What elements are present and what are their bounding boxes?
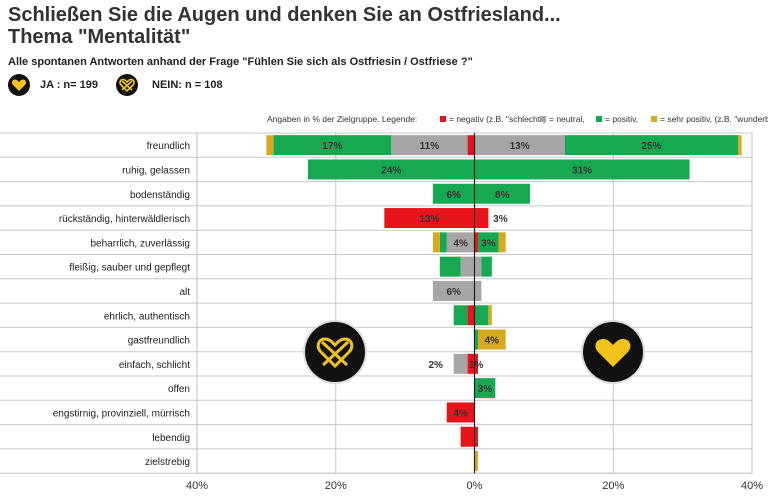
legend-label-sehr_positiv: = sehr positiv, (z.B. "wunderbar"): [660, 114, 768, 124]
bar-left-positiv: [273, 135, 392, 156]
bar-right-neutral: [474, 280, 482, 301]
bar-left-positiv: [439, 232, 447, 253]
category-label: zielstrebig: [145, 457, 190, 468]
legend-label-neutral: = neutral,: [549, 114, 585, 124]
crossed-heart-emblem-icon: [305, 322, 365, 382]
data-label: 13%: [510, 141, 530, 152]
data-label: 8%: [495, 190, 510, 201]
bar-right-positiv: [477, 232, 499, 253]
bar-left-positiv: [432, 183, 475, 204]
category-label: gastfreundlich: [128, 336, 190, 347]
crossed-heart-icon: [116, 74, 138, 96]
legend-swatch-sehr_positiv: [651, 116, 657, 122]
data-label: 4%: [485, 336, 500, 347]
category-label: ehrlich, authentisch: [104, 311, 190, 322]
bar-left-negativ: [446, 402, 475, 423]
bar-right-neutral: [474, 135, 565, 156]
bar-left-positiv: [453, 305, 468, 326]
bar-right-negativ: [474, 232, 478, 253]
bar-left-neutral: [453, 353, 468, 374]
bar-right-positiv: [474, 378, 496, 399]
bar-right-negativ: [474, 208, 489, 229]
nein-sample-label: NEIN: n = 108: [152, 79, 223, 91]
title-line-1: Schließen Sie die Augen und denken Sie a…: [8, 4, 561, 26]
data-label: 6%: [446, 287, 461, 298]
bar-right-negativ: [474, 426, 478, 447]
bar-left-negativ: [384, 208, 475, 229]
bar-right-positiv: [564, 135, 739, 156]
legend-swatch-positiv: [596, 116, 602, 122]
page-title: Schließen Sie die Augen und denken Sie a…: [8, 4, 561, 48]
data-label: 2%: [428, 360, 443, 371]
data-label: 3%: [478, 384, 493, 395]
bar-right-sehr_positiv: [477, 329, 506, 350]
bar-left-neutral: [446, 232, 475, 253]
category-label: lebendig: [152, 433, 190, 444]
bar-left-neutral: [432, 280, 475, 301]
data-label: 11%: [420, 141, 440, 152]
bar-left-neutral: [460, 256, 475, 277]
x-tick-label: 20%: [602, 480, 624, 492]
bar-right-positiv: [474, 159, 690, 180]
data-label: 24%: [381, 165, 401, 176]
bar-right-positiv: [481, 256, 492, 277]
legend-title: Angaben in % der Zielgruppe. Legende:: [267, 114, 417, 124]
bar-right-positiv: [474, 305, 489, 326]
data-label: 3%: [481, 238, 496, 249]
category-label: fleißig, sauber und gepflegt: [69, 263, 190, 274]
data-label: 17%: [322, 141, 342, 152]
data-label: 6%: [446, 190, 461, 201]
legend-label-negativ: = negativ (z.B. "schlecht"): [449, 114, 546, 124]
title-line-2: Thema "Mentalität": [8, 26, 191, 48]
bar-right-positiv: [474, 329, 478, 350]
bar-left-negativ: [467, 135, 475, 156]
bar-right-negativ: [474, 353, 478, 374]
bar-left-negativ: [467, 305, 475, 326]
bar-left-negativ: [460, 426, 475, 447]
heart-emblem-icon: [583, 322, 643, 382]
bar-left-neutral: [391, 135, 468, 156]
x-tick-label: 20%: [325, 480, 347, 492]
category-label: rückständig, hinterwäldlerisch: [59, 214, 190, 225]
legend-swatch-neutral: [540, 116, 546, 122]
data-label: 25%: [641, 141, 661, 152]
bar-left-sehr_positiv: [266, 135, 274, 156]
bar-right-sehr_positiv: [488, 305, 492, 326]
category-label: beharrlich, zuverlässig: [91, 238, 191, 249]
bar-right-sehr_positiv: [738, 135, 742, 156]
category-label: ruhig, gelassen: [122, 165, 190, 176]
data-label: 4%: [453, 238, 468, 249]
x-tick-label: 40%: [741, 480, 763, 492]
data-label: 13%: [419, 214, 439, 225]
data-label: 3%: [493, 214, 508, 225]
data-label: 4%: [453, 408, 468, 419]
bar-left-positiv: [439, 256, 461, 277]
x-tick-label: 40%: [186, 480, 208, 492]
data-label: 31%: [572, 165, 592, 176]
bar-left-sehr_positiv: [432, 232, 440, 253]
bar-right-sehr_positiv: [498, 232, 506, 253]
category-label: bodenständig: [130, 190, 190, 201]
bar-right-sehr_positiv: [474, 451, 478, 472]
data-label: 1%: [469, 360, 484, 371]
bar-right-neutral: [474, 256, 482, 277]
category-label: engstirnig, provinziell, mürrisch: [53, 408, 190, 419]
category-label: alt: [179, 287, 190, 298]
ja-sample-label: JA : n= 199: [40, 79, 98, 91]
legend-swatch-negativ: [440, 116, 446, 122]
bar-left-negativ: [467, 353, 475, 374]
x-tick-label: 0%: [467, 480, 483, 492]
category-label: offen: [168, 384, 190, 395]
subtitle: Alle spontanen Antworten anhand der Frag…: [8, 56, 473, 68]
category-label: einfach, schlicht: [119, 360, 190, 371]
bar-left-positiv: [308, 159, 475, 180]
category-label: freundlich: [147, 141, 190, 152]
legend-label-positiv: = positiv,: [605, 114, 638, 124]
bar-right-positiv: [474, 183, 530, 204]
heart-icon: [8, 74, 30, 96]
